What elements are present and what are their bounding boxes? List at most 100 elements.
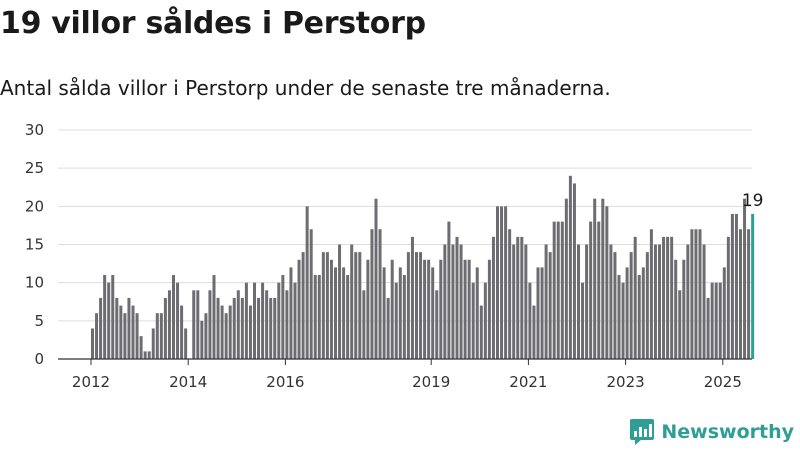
- bar: [257, 297, 261, 359]
- x-tick-label: 2012: [72, 373, 110, 391]
- bar: [658, 244, 661, 359]
- bar: [459, 244, 463, 359]
- bar: [491, 236, 495, 359]
- y-tick-label: 30: [25, 121, 44, 139]
- bar: [163, 297, 167, 359]
- bar: [678, 290, 682, 359]
- bar: [552, 221, 556, 359]
- bar: [702, 244, 706, 359]
- bar: [479, 305, 483, 359]
- bar: [706, 297, 710, 359]
- bar: [346, 275, 350, 359]
- bar: [751, 213, 755, 359]
- bar: [224, 313, 228, 359]
- bar: [747, 229, 751, 359]
- bar: [568, 175, 572, 359]
- bar: [475, 267, 479, 359]
- bar: [362, 290, 366, 359]
- bar: [423, 259, 427, 359]
- bar: [317, 275, 321, 359]
- bar: [645, 252, 649, 359]
- bar: [447, 221, 451, 359]
- bar: [726, 236, 730, 359]
- bar: [617, 275, 621, 359]
- bar: [370, 229, 374, 359]
- bar: [743, 198, 747, 359]
- bar: [91, 328, 94, 359]
- bar: [180, 305, 184, 359]
- bar: [471, 282, 475, 359]
- bar: [496, 206, 499, 359]
- bar: [520, 236, 524, 359]
- bar: [281, 275, 285, 359]
- bar: [240, 297, 244, 359]
- bar: [633, 236, 637, 359]
- bar: [143, 351, 147, 359]
- x-tick-label: 2014: [169, 373, 207, 391]
- y-tick-label: 25: [25, 159, 44, 177]
- bar: [273, 297, 277, 359]
- bar: [512, 244, 516, 359]
- bar: [540, 267, 544, 359]
- bar: [277, 282, 281, 359]
- bar: [374, 198, 378, 359]
- bar: [172, 275, 175, 359]
- bar: [293, 282, 297, 359]
- bar: [455, 236, 459, 359]
- bar: [589, 221, 593, 359]
- bar: [305, 206, 309, 359]
- bar: [714, 282, 718, 359]
- page-title: 19 villor såldes i Perstorp: [0, 6, 426, 41]
- bar: [289, 267, 293, 359]
- bar: [734, 213, 738, 359]
- bar: [410, 236, 414, 359]
- bar: [572, 183, 576, 359]
- bar: [698, 229, 702, 359]
- bar: [139, 336, 143, 359]
- bar: [435, 290, 439, 359]
- bar: [200, 320, 204, 359]
- bar: [718, 282, 722, 359]
- bar: [386, 297, 390, 359]
- brand-name: Newsworthy: [661, 421, 794, 443]
- brand-logo: Newsworthy: [629, 418, 794, 446]
- bar: [593, 198, 597, 359]
- bar: [342, 267, 346, 359]
- bar: [354, 252, 358, 359]
- bar: [419, 252, 423, 359]
- bar: [107, 282, 111, 359]
- bar: [427, 259, 431, 359]
- bar: [184, 328, 188, 359]
- bar: [321, 252, 325, 359]
- bar: [123, 313, 127, 359]
- bar: [269, 297, 273, 359]
- bar: [313, 275, 317, 359]
- bar: [536, 267, 540, 359]
- bar: [378, 229, 382, 359]
- bar: [119, 305, 123, 359]
- bar: [196, 290, 200, 359]
- bar: [261, 282, 265, 359]
- y-tick-label: 15: [25, 236, 44, 254]
- bar: [394, 282, 398, 359]
- bar: [402, 275, 406, 359]
- bar: [192, 290, 196, 359]
- bar: [111, 275, 115, 359]
- bar: [159, 313, 163, 359]
- bar: [297, 259, 301, 359]
- y-tick-label: 5: [34, 312, 44, 330]
- page-subtitle: Antal sålda villor i Perstorp under de s…: [0, 76, 611, 100]
- bar: [649, 229, 653, 359]
- bar: [325, 252, 329, 359]
- bar: [653, 244, 657, 359]
- bar: [99, 297, 103, 359]
- newsworthy-logo-icon: [630, 419, 655, 445]
- bar: [682, 259, 686, 359]
- bar: [641, 267, 645, 359]
- bar: [103, 275, 107, 359]
- bar: [609, 244, 613, 359]
- bar: [350, 244, 354, 359]
- bar: [556, 221, 560, 359]
- bar: [415, 252, 418, 359]
- y-tick-label: 10: [25, 274, 44, 292]
